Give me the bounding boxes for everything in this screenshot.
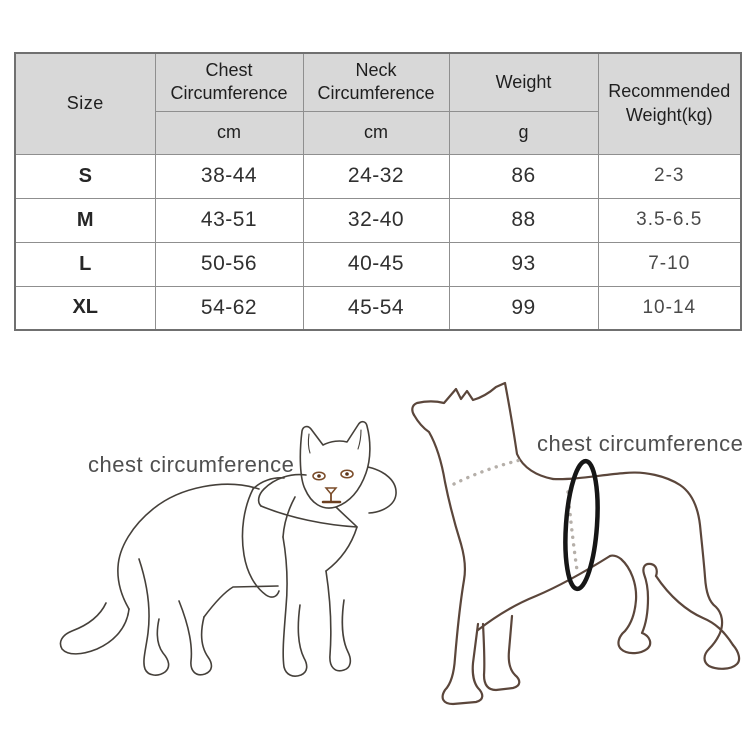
cell-recommended: 2-3 [597, 153, 742, 199]
dog-chest-circumference-label: chest circumference [537, 431, 744, 456]
table-row-m: M 43-51 32-40 88 3.5-6.5 [14, 197, 742, 243]
dog-harness-dotted-line [452, 458, 579, 572]
cat-face-details [312, 469, 354, 504]
cell-size: L [14, 241, 156, 287]
dog-chest-circumference-ring [563, 458, 600, 592]
cat-chest-circumference-label: chest circumference [88, 452, 295, 477]
cell-recommended: 3.5-6.5 [597, 197, 742, 243]
table-row-s: S 38-44 24-32 86 2-3 [14, 153, 742, 199]
cell-neck: 45-54 [302, 285, 450, 331]
unit-weight-g: g [448, 110, 599, 155]
cat-nose [324, 487, 338, 496]
header-neck-circumference: Neck Circumference [302, 52, 450, 112]
cell-recommended: 10-14 [597, 285, 742, 331]
cell-weight: 93 [448, 241, 599, 287]
size-chart-table: Size Chest Circumference Neck Circumfere… [14, 52, 742, 331]
cat-right-pupil [345, 472, 349, 476]
cell-chest: 38-44 [154, 153, 304, 199]
cell-size: S [14, 153, 156, 199]
cell-neck: 32-40 [302, 197, 450, 243]
header-recommended-weight: Recommended Weight(kg) [597, 52, 742, 155]
header-size: Size [14, 52, 156, 155]
cat-right-eye [340, 469, 354, 479]
cat-harness-loop [241, 466, 397, 598]
cell-size: M [14, 197, 156, 243]
cell-chest: 43-51 [154, 197, 304, 243]
cell-neck: 40-45 [302, 241, 450, 287]
dog-illustration [411, 381, 741, 706]
cat-illustration [59, 420, 397, 677]
header-row-units: cm cm g [15, 110, 741, 155]
cell-neck: 24-32 [302, 153, 450, 199]
cell-weight: 88 [448, 197, 599, 243]
cell-size: XL [14, 285, 156, 331]
cell-weight: 86 [448, 153, 599, 199]
cat-body-outline [59, 483, 358, 677]
cell-weight: 99 [448, 285, 599, 331]
cat-left-pupil [317, 474, 321, 478]
table-row-xl: XL 54-62 45-54 99 10-14 [14, 285, 742, 331]
unit-chest-cm: cm [154, 110, 304, 155]
cell-recommended: 7-10 [597, 241, 742, 287]
header-weight: Weight [448, 52, 599, 112]
header-row-titles: Size Chest Circumference Neck Circumfere… [14, 52, 742, 155]
cat-left-eye [312, 471, 326, 481]
unit-neck-cm: cm [302, 110, 450, 155]
cell-chest: 54-62 [154, 285, 304, 331]
table-row-l: L 50-56 40-45 93 7-10 [14, 241, 742, 287]
cell-chest: 50-56 [154, 241, 304, 287]
cat-head-outline [299, 420, 371, 509]
header-chest-circumference: Chest Circumference [154, 52, 304, 112]
